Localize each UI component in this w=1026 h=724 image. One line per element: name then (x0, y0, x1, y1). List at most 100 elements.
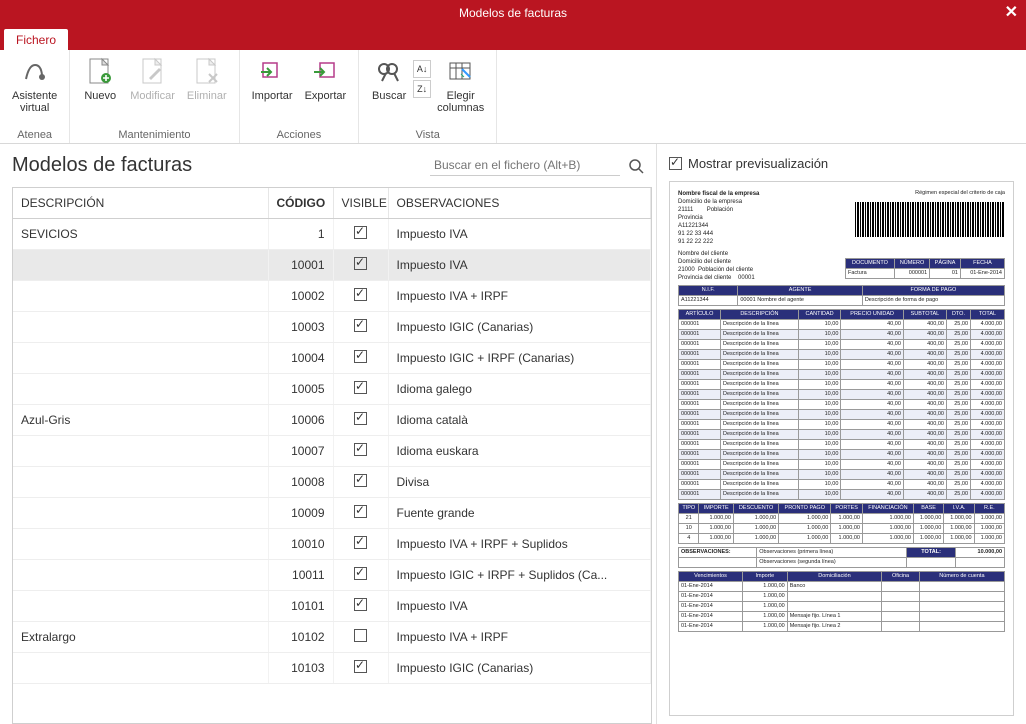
inv-company-cp: 21111 (678, 207, 693, 213)
new-icon (84, 56, 116, 88)
cell-obs: Idioma galego (388, 374, 651, 405)
col-visible[interactable]: VISIBLE (333, 188, 388, 219)
table-row[interactable]: 10004Impuesto IGIC + IRPF (Canarias) (13, 343, 651, 374)
cell-visible[interactable] (333, 560, 388, 591)
cell-desc: Azul-Gris (13, 405, 268, 436)
modificar-button[interactable]: Modificar (124, 54, 181, 104)
importar-label: Importar (252, 90, 293, 102)
col-descripcion[interactable]: DESCRIPCIÓN (13, 188, 268, 219)
tab-fichero[interactable]: Fichero (4, 29, 68, 50)
table-row[interactable]: 10101Impuesto IVA (13, 591, 651, 622)
right-pane: Mostrar previsualización Nombre fiscal d… (656, 144, 1026, 724)
cell-visible[interactable] (333, 281, 388, 312)
cell-code: 10103 (268, 653, 333, 684)
cell-visible[interactable] (333, 405, 388, 436)
search-input[interactable] (430, 155, 620, 176)
import-icon (256, 56, 288, 88)
elegir-columnas-label: Elegir columnas (437, 90, 484, 114)
cell-desc (13, 529, 268, 560)
content-area: Modelos de facturas DESCRIPCIÓN CÓDIGO V… (0, 144, 1026, 724)
group-label-acciones: Acciones (277, 127, 322, 141)
col-codigo[interactable]: CÓDIGO (268, 188, 333, 219)
table-row[interactable]: 10003Impuesto IGIC (Canarias) (13, 312, 651, 343)
cell-obs: Impuesto IVA + IRPF (388, 281, 651, 312)
table-row[interactable]: 10008 Divisa (13, 467, 651, 498)
table-row[interactable]: 10010 Impuesto IVA + IRPF + Suplidos (13, 529, 651, 560)
table-row[interactable]: SEVICIOS1Impuesto IVA (13, 219, 651, 250)
cell-desc (13, 591, 268, 622)
eliminar-label: Eliminar (187, 90, 227, 102)
left-pane: Modelos de facturas DESCRIPCIÓN CÓDIGO V… (0, 144, 656, 724)
inv-cliente-pob: Población del cliente (698, 267, 753, 273)
cell-visible[interactable] (333, 622, 388, 653)
inv-cliente-dom: Domicilio del cliente (678, 258, 755, 266)
elegir-columnas-button[interactable]: Elegir columnas (431, 54, 490, 116)
search-go-icon[interactable] (628, 158, 644, 174)
cell-visible[interactable] (333, 312, 388, 343)
cell-desc (13, 281, 268, 312)
cell-visible[interactable] (333, 498, 388, 529)
cell-visible[interactable] (333, 343, 388, 374)
cell-obs: Impuesto IVA + IRPF + Suplidos (388, 529, 651, 560)
search-wrap (430, 155, 644, 176)
inv-nif-table: N.I.F.AGENTEFORMA DE PAGO A1122134400001… (678, 285, 1005, 306)
checkbox-icon (354, 350, 367, 363)
inv-tax-table: TIPOIMPORTEDESCUENTOPRONTO PAGOPORTESFIN… (678, 503, 1005, 544)
inv-company-tel1: 91 22 33 444 (678, 230, 759, 238)
table-row[interactable]: Azul-Gris10006Idioma català (13, 405, 651, 436)
inv-doc-table: DOCUMENTONÚMEROPÁGINAFECHA Factura000001… (845, 258, 1005, 279)
cell-code: 10102 (268, 622, 333, 653)
cell-obs: Divisa (388, 467, 651, 498)
inv-company-name: Nombre fiscal de la empresa (678, 190, 759, 198)
sort-desc-button[interactable]: Z↓ (413, 80, 431, 98)
cell-visible[interactable] (333, 374, 388, 405)
sort-asc-button[interactable]: A↓ (413, 60, 431, 78)
asistente-virtual-button[interactable]: Asistente virtual (6, 54, 63, 116)
buscar-button[interactable]: Buscar (365, 54, 413, 104)
buscar-label: Buscar (372, 90, 406, 102)
window-title: Modelos de facturas (459, 6, 567, 20)
table-row[interactable]: 10007Idioma euskara (13, 436, 651, 467)
cell-code: 10010 (268, 529, 333, 560)
cell-code: 10005 (268, 374, 333, 405)
data-grid: DESCRIPCIÓN CÓDIGO VISIBLE OBSERVACIONES… (12, 187, 652, 724)
inv-obs1: Observaciones (primera línea) (759, 549, 833, 555)
table-row[interactable]: Extralargo10102Impuesto IVA + IRPF (13, 622, 651, 653)
cell-code: 10007 (268, 436, 333, 467)
grid-scroll[interactable]: DESCRIPCIÓN CÓDIGO VISIBLE OBSERVACIONES… (13, 188, 651, 723)
cell-code: 10008 (268, 467, 333, 498)
checkbox-icon (354, 226, 367, 239)
col-observaciones[interactable]: OBSERVACIONES (388, 188, 651, 219)
cell-visible[interactable] (333, 591, 388, 622)
cell-visible[interactable] (333, 219, 388, 250)
checkbox-icon (669, 157, 682, 170)
cell-obs: Impuesto IVA (388, 219, 651, 250)
nuevo-button[interactable]: Nuevo (76, 54, 124, 104)
checkbox-icon (354, 412, 367, 425)
checkbox-icon (354, 443, 367, 456)
close-icon[interactable]: ✕ (1005, 2, 1018, 22)
table-row[interactable]: 10011Impuesto IGIC + IRPF + Suplidos (Ca… (13, 560, 651, 591)
table-row[interactable]: 10103Impuesto IGIC (Canarias) (13, 653, 651, 684)
table-row[interactable]: 10002Impuesto IVA + IRPF (13, 281, 651, 312)
cell-visible[interactable] (333, 250, 388, 281)
importar-button[interactable]: Importar (246, 54, 299, 104)
mostrar-prev-checkbox[interactable]: Mostrar previsualización (669, 156, 1014, 171)
columns-icon (445, 56, 477, 88)
cell-obs: Impuesto IGIC (Canarias) (388, 312, 651, 343)
cell-visible[interactable] (333, 529, 388, 560)
group-label-vista: Vista (416, 127, 440, 141)
table-row[interactable]: 10005 Idioma galego (13, 374, 651, 405)
cell-visible[interactable] (333, 653, 388, 684)
ribbon: Asistente virtual Atenea Nuevo Modificar (0, 50, 1026, 144)
eliminar-button[interactable]: Eliminar (181, 54, 233, 104)
cell-visible[interactable] (333, 436, 388, 467)
cell-desc (13, 560, 268, 591)
cell-desc (13, 436, 268, 467)
cell-visible[interactable] (333, 467, 388, 498)
table-row[interactable]: 10001Impuesto IVA (13, 250, 651, 281)
exportar-button[interactable]: Exportar (299, 54, 353, 104)
inv-company-domicilio: Domicilio de la empresa (678, 198, 759, 206)
table-row[interactable]: 10009Fuente grande (13, 498, 651, 529)
inv-company-prov: Provincia (678, 214, 759, 222)
